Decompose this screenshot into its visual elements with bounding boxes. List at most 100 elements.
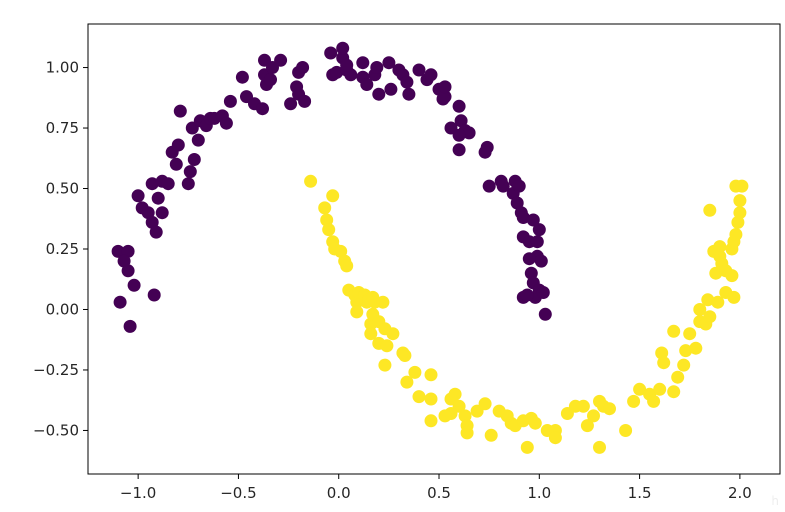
data-point-class-1	[683, 327, 697, 341]
data-point-class-0	[412, 63, 426, 77]
data-point-class-0	[520, 288, 534, 302]
data-point-class-0	[510, 196, 524, 210]
data-point-class-1	[378, 358, 392, 372]
data-point-class-0	[147, 288, 161, 302]
x-tick-label: 0.0	[327, 484, 351, 502]
data-point-class-0	[173, 104, 187, 118]
data-point-class-1	[647, 394, 661, 408]
data-point-class-1	[603, 402, 616, 416]
data-point-class-1	[438, 409, 452, 423]
data-point-class-0	[169, 157, 183, 171]
data-point-class-0	[496, 179, 510, 193]
data-point-class-0	[123, 319, 137, 333]
data-point-class-1	[460, 426, 474, 440]
data-point-class-0	[522, 252, 536, 266]
data-point-class-1	[326, 189, 340, 203]
y-tick-label: 0.50	[46, 180, 79, 198]
x-tick-label: −1.0	[120, 484, 156, 502]
data-point-class-0	[360, 78, 374, 91]
data-point-class-0	[274, 53, 288, 67]
data-point-class-1	[400, 375, 414, 389]
data-point-class-0	[127, 278, 141, 292]
data-point-class-0	[356, 56, 370, 70]
data-point-class-0	[452, 143, 466, 157]
x-tick-label: 0.5	[427, 484, 451, 502]
data-point-class-1	[671, 370, 685, 384]
data-point-class-0	[131, 189, 145, 203]
data-point-class-0	[256, 102, 269, 116]
data-point-class-0	[512, 179, 526, 193]
data-points	[111, 41, 749, 454]
data-point-class-1	[304, 174, 318, 188]
x-tick-label: −0.5	[220, 484, 256, 502]
data-point-class-0	[336, 41, 350, 55]
data-point-class-1	[458, 409, 472, 423]
watermark-text: h	[771, 494, 779, 508]
data-point-class-0	[452, 99, 466, 113]
data-point-class-0	[462, 126, 476, 140]
data-point-class-1	[364, 327, 378, 341]
data-point-class-1	[580, 419, 594, 433]
data-point-class-0	[534, 254, 548, 268]
data-point-class-1	[318, 201, 332, 215]
data-point-class-0	[324, 46, 338, 60]
data-point-class-0	[171, 138, 185, 152]
data-point-class-1	[729, 228, 743, 241]
data-point-class-1	[398, 349, 412, 362]
data-point-class-1	[424, 414, 438, 428]
plot-area-frame	[87, 23, 781, 475]
data-point-class-0	[151, 191, 165, 205]
data-point-class-1	[655, 346, 669, 360]
data-point-class-0	[402, 87, 416, 101]
data-point-class-0	[384, 82, 398, 96]
data-point-class-0	[181, 177, 195, 191]
data-point-class-0	[526, 213, 540, 227]
data-point-class-0	[444, 121, 458, 135]
y-axis-ticks: −0.50 −0.25 0.00 0.25 0.50 0.75 1.00	[33, 59, 88, 439]
x-tick-label: 2.0	[728, 484, 752, 502]
data-point-class-1	[653, 382, 667, 396]
data-point-class-1	[703, 203, 717, 217]
data-point-class-0	[400, 75, 414, 89]
data-point-class-0	[340, 58, 354, 72]
data-point-class-1	[679, 344, 693, 358]
data-point-class-0	[370, 61, 384, 74]
data-point-class-1	[408, 365, 422, 379]
data-point-class-1	[350, 305, 364, 319]
y-tick-label: 0.00	[46, 300, 79, 318]
data-point-class-1	[703, 310, 717, 324]
data-point-class-0	[536, 286, 550, 299]
data-point-class-1	[619, 424, 633, 437]
y-tick-label: 1.00	[46, 59, 79, 77]
data-point-class-0	[183, 165, 197, 179]
data-point-class-0	[223, 94, 237, 108]
data-point-class-1	[667, 385, 681, 399]
data-point-class-0	[382, 56, 396, 70]
data-point-class-0	[298, 94, 312, 108]
data-point-class-1	[627, 394, 641, 408]
data-point-class-1	[593, 440, 606, 454]
data-point-class-0	[482, 179, 496, 193]
data-point-class-1	[448, 387, 462, 401]
data-point-class-1	[689, 341, 703, 355]
data-point-class-0	[538, 307, 552, 321]
data-point-class-0	[524, 266, 538, 280]
data-point-class-1	[711, 295, 725, 309]
data-point-class-1	[731, 215, 745, 229]
data-point-class-0	[121, 264, 135, 278]
data-point-class-1	[729, 179, 743, 193]
data-point-class-1	[376, 295, 390, 309]
data-point-class-0	[516, 211, 530, 224]
data-point-class-1	[380, 339, 394, 353]
data-point-class-0	[284, 97, 298, 111]
data-point-class-1	[322, 223, 336, 237]
data-point-class-1	[548, 431, 562, 445]
y-tick-label: −0.50	[33, 421, 79, 439]
data-point-class-1	[677, 358, 691, 372]
data-point-class-1	[478, 397, 492, 411]
data-point-class-0	[330, 65, 344, 79]
data-point-class-0	[111, 244, 125, 258]
data-point-class-1	[709, 266, 723, 280]
x-axis-ticks: −1.0 −0.5 0.0 0.5 1.0 1.5 2.0	[120, 474, 752, 502]
data-point-class-1	[733, 206, 747, 220]
